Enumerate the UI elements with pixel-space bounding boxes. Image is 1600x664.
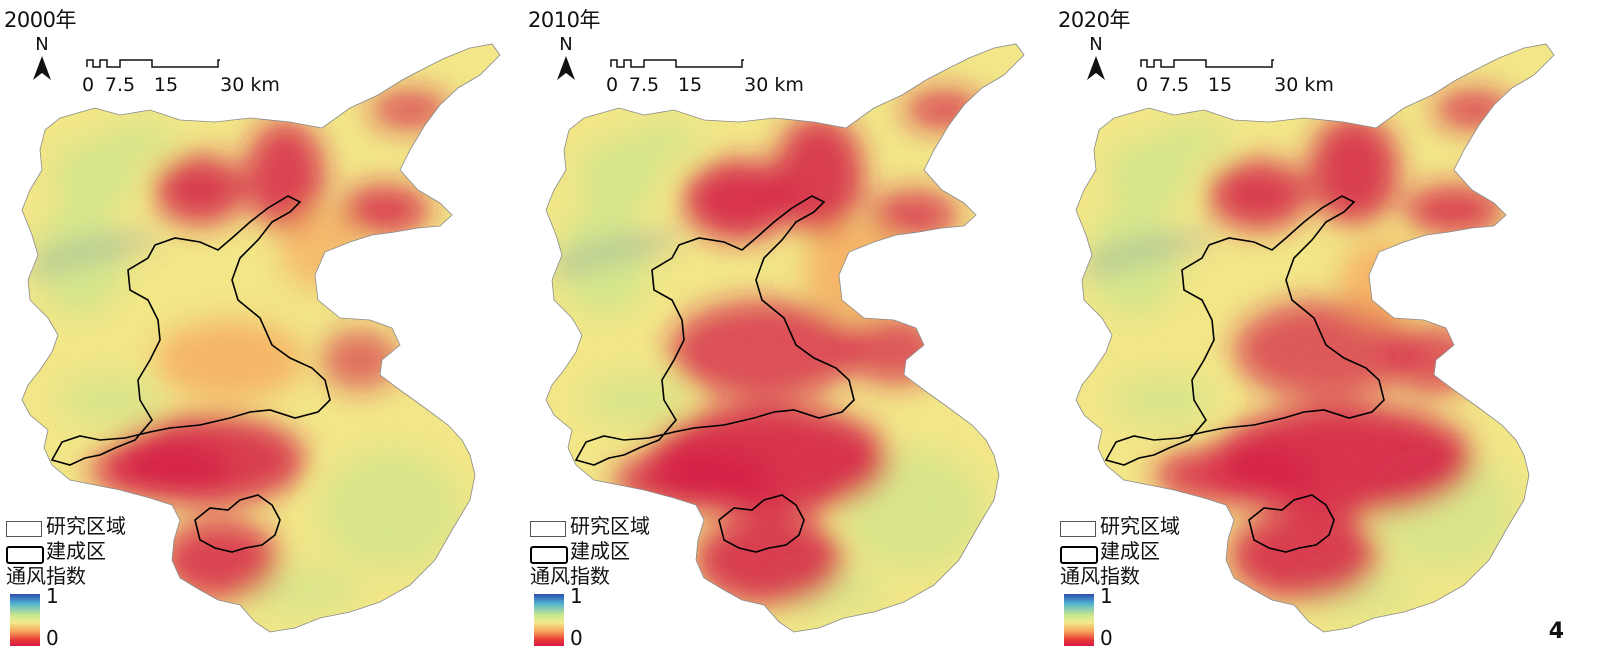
scale-tick: 0: [605, 74, 619, 96]
map-panel-2010: 2010年 N 0 7.5 15 30 km 研究区域 建成区 通风指数 1 0: [524, 0, 1054, 664]
ramp-max-label: 1: [570, 584, 583, 608]
study-area-swatch: [1060, 521, 1096, 537]
study-area-boundary: [1075, 43, 1555, 633]
legend-study-area: 研究区域: [6, 514, 176, 539]
scale-tick: 7.5: [1158, 74, 1190, 96]
study-area-boundary: [545, 43, 1025, 633]
scale-bar-graphic: [1140, 59, 1274, 68]
scale-tick: 7.5: [104, 74, 136, 96]
scale-bar: 0 7.5 15 30 km: [606, 58, 810, 98]
legend: 研究区域 建成区 通风指数 1 0: [530, 514, 700, 650]
north-arrow-icon: [1087, 56, 1105, 80]
ramp-max-label: 1: [1100, 584, 1113, 608]
scale-tick: 15: [677, 74, 703, 96]
map-panel-2000: 2000年 N 0 7.5 15 30 km 研究区域 建成区 通风指数 1 0: [0, 0, 530, 664]
built-up-boundary: [194, 494, 281, 553]
built-up-boundary: [50, 195, 331, 466]
scale-bar: 0 7.5 15 30 km: [82, 58, 286, 98]
ventilation-map: [545, 43, 1025, 633]
legend-study-area-label: 研究区域: [570, 514, 650, 538]
color-ramp: [534, 594, 564, 646]
north-arrow-icon: [33, 56, 51, 80]
legend-study-area: 研究区域: [530, 514, 700, 539]
north-label: N: [559, 34, 573, 55]
built-up-boundary: [718, 494, 805, 553]
legend-built-up: 建成区: [6, 539, 176, 564]
year-label: 2010年: [528, 8, 600, 32]
color-ramp: [1064, 594, 1094, 646]
legend: 研究区域 建成区 通风指数 1 0: [1060, 514, 1230, 650]
legend-built-up: 建成区: [530, 539, 700, 564]
ventilation-map: [1075, 43, 1555, 633]
scale-tick: 7.5: [628, 74, 660, 96]
ramp-min-label: 0: [1100, 626, 1113, 650]
scale-tick: 15: [153, 74, 179, 96]
north-arrow: N: [1084, 36, 1108, 86]
figure-number: 4: [1548, 619, 1564, 644]
scale-bar: 0 7.5 15 30 km: [1136, 58, 1340, 98]
legend-built-up-label: 建成区: [46, 539, 106, 563]
scale-tick: 0: [81, 74, 95, 96]
legend-index-title: 通风指数: [6, 564, 86, 588]
scale-tick: 30 km: [1274, 74, 1334, 96]
north-arrow: N: [30, 36, 54, 86]
study-area-swatch: [530, 521, 566, 537]
legend-study-area: 研究区域: [1060, 514, 1230, 539]
legend-built-up-label: 建成区: [570, 539, 630, 563]
legend-index-title: 通风指数: [530, 564, 610, 588]
scale-bar-graphic: [610, 59, 744, 68]
color-ramp: [10, 594, 40, 646]
legend-study-area-label: 研究区域: [46, 514, 126, 538]
built-up-swatch: [1060, 546, 1098, 564]
ramp-min-label: 0: [570, 626, 583, 650]
legend-index-title: 通风指数: [1060, 564, 1140, 588]
ramp-min-label: 0: [46, 626, 59, 650]
built-up-swatch: [6, 546, 44, 564]
north-label: N: [1089, 34, 1103, 55]
scale-tick: 30 km: [744, 74, 804, 96]
legend-built-up-label: 建成区: [1100, 539, 1160, 563]
north-arrow: N: [554, 36, 578, 86]
scale-tick: 15: [1207, 74, 1233, 96]
study-area-boundary: [21, 43, 501, 633]
legend-built-up: 建成区: [1060, 539, 1230, 564]
year-label: 2020年: [1058, 8, 1130, 32]
scale-tick: 0: [1135, 74, 1149, 96]
map-panel-2020: 2020年 N 0 7.5 15 30 km 研究区域 建成区 通风指数 1 0: [1054, 0, 1584, 664]
scale-tick: 30 km: [220, 74, 280, 96]
north-arrow-icon: [557, 56, 575, 80]
study-area-swatch: [6, 521, 42, 537]
year-label: 2000年: [4, 8, 76, 32]
built-up-boundary: [1104, 195, 1385, 466]
built-up-swatch: [530, 546, 568, 564]
legend: 研究区域 建成区 通风指数 1 0: [6, 514, 176, 650]
scale-bar-graphic: [86, 59, 220, 68]
built-up-boundary: [574, 195, 855, 466]
ramp-max-label: 1: [46, 584, 59, 608]
ventilation-map: [21, 43, 501, 633]
legend-study-area-label: 研究区域: [1100, 514, 1180, 538]
built-up-boundary: [1248, 494, 1335, 553]
north-label: N: [35, 34, 49, 55]
